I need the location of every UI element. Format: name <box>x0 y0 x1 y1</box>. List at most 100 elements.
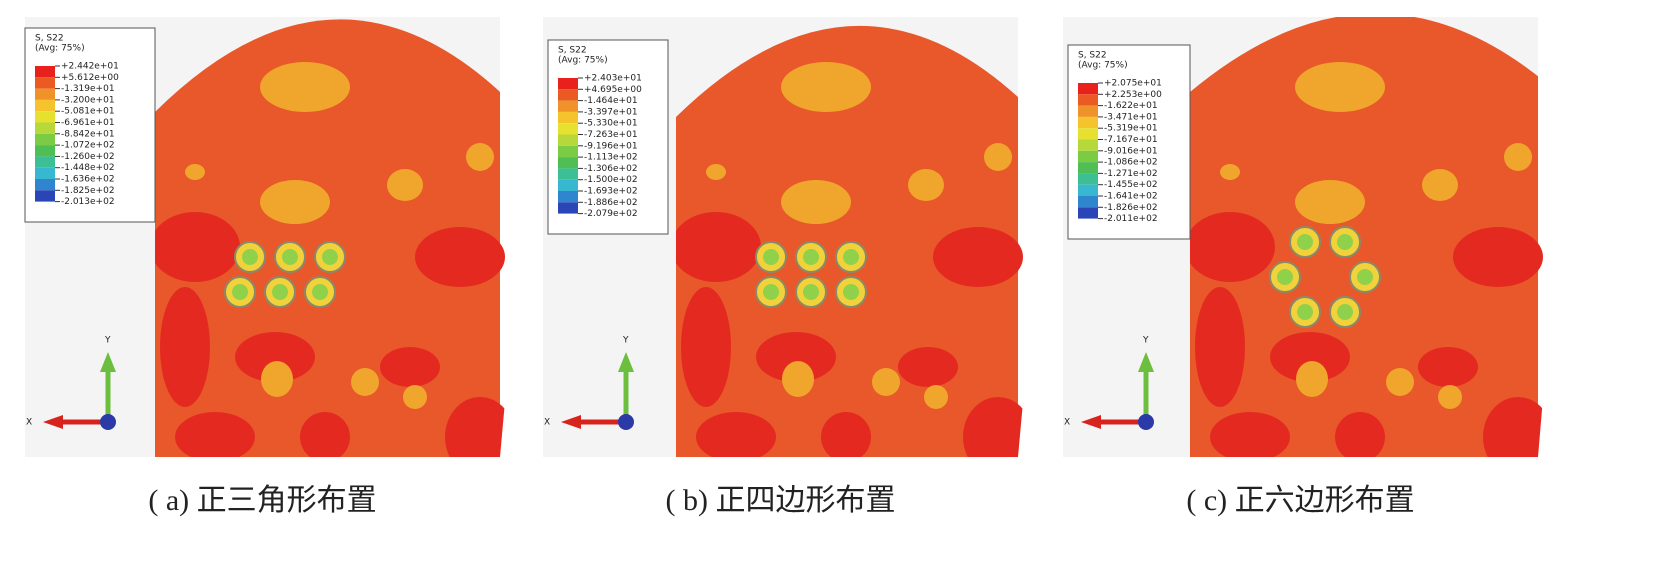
legend-label: -1.886e+02 <box>584 198 638 208</box>
contour-yellow <box>1296 361 1328 397</box>
contour-yellow <box>260 180 330 224</box>
legend-swatch <box>1078 128 1098 140</box>
legend-swatch <box>35 190 55 202</box>
contour-yellow <box>1438 385 1462 409</box>
legend-swatch <box>1078 105 1098 117</box>
contour-red <box>933 227 1023 287</box>
hole-core <box>232 284 248 300</box>
legend-label: -3.397e+01 <box>584 107 638 117</box>
legend-label: -1.622e+01 <box>1104 101 1158 111</box>
legend-swatch <box>558 168 578 180</box>
legend-swatch <box>35 167 55 179</box>
legend-label: +5.612e+00 <box>61 73 119 83</box>
legend-label: -9.016e+01 <box>1104 146 1158 156</box>
triad-x-head <box>43 415 63 429</box>
triad-y-head <box>1138 352 1154 372</box>
hole-core <box>843 249 859 265</box>
caption: ( c) 正六边形布置 <box>1186 484 1414 517</box>
contour-red <box>1335 412 1385 458</box>
triad-x-label: X <box>26 418 32 428</box>
contour-yellow <box>403 385 427 409</box>
legend-swatch <box>558 100 578 112</box>
legend-label: -1.260e+02 <box>61 152 115 162</box>
contour-red <box>821 412 871 457</box>
triad-x-head <box>1081 415 1101 429</box>
triad-y-label: Y <box>104 336 111 346</box>
legend-swatch <box>35 99 55 112</box>
legend-label: +4.695e+00 <box>584 85 642 95</box>
legend-label: -1.636e+02 <box>61 175 115 185</box>
contour-yellow <box>261 361 293 397</box>
contour-yellow <box>1220 164 1240 180</box>
contour-yellow <box>924 385 948 409</box>
legend-swatch <box>35 77 55 89</box>
legend-swatch <box>1078 207 1098 219</box>
triad-y-label: Y <box>622 336 629 346</box>
contour-yellow <box>1422 169 1458 201</box>
legend-swatch <box>1078 116 1098 129</box>
triad-x-label: X <box>1064 418 1070 428</box>
legend-swatch <box>558 157 578 169</box>
contour-red <box>1195 287 1245 407</box>
legend-swatch <box>558 78 578 90</box>
legend-swatch <box>558 89 578 101</box>
legend-swatch <box>558 191 578 203</box>
contour-yellow <box>1504 143 1532 171</box>
hole-core <box>1277 269 1293 285</box>
triad-origin <box>100 414 116 430</box>
legend-label: -1.464e+01 <box>584 96 638 106</box>
legend-swatch <box>1078 150 1098 163</box>
domain <box>676 25 1033 457</box>
caption: ( a) 正三角形布置 <box>148 484 376 517</box>
legend-label: -1.693e+02 <box>584 187 638 197</box>
contour-red <box>1483 397 1553 458</box>
legend-label: -3.200e+01 <box>61 95 115 105</box>
legend-label: -7.263e+01 <box>584 130 638 140</box>
legend-label: -1.113e+02 <box>584 153 638 163</box>
contour-yellow <box>781 180 851 224</box>
legend-swatch <box>35 88 55 100</box>
contour-red <box>676 212 761 282</box>
legend-title: S, S22 <box>558 46 587 56</box>
contour-yellow <box>351 368 379 396</box>
legend-label: -1.826e+02 <box>1104 203 1158 213</box>
triad-y-head <box>100 352 116 372</box>
contour-red <box>1453 227 1543 287</box>
domain <box>155 19 515 457</box>
legend-label: +2.403e+01 <box>584 74 642 84</box>
legend-swatch <box>1078 184 1098 196</box>
legend-label: -1.072e+02 <box>61 141 115 151</box>
legend-swatch <box>558 179 578 191</box>
contour-red <box>445 397 515 457</box>
hole-core <box>1337 304 1353 320</box>
legend-swatch <box>558 134 578 146</box>
hole-core <box>272 284 288 300</box>
hole-core <box>242 249 258 265</box>
hole-core <box>312 284 328 300</box>
legend-label: -2.013e+02 <box>61 197 115 207</box>
legend-title: (Avg: 75%) <box>35 44 85 54</box>
contour-red <box>963 397 1033 457</box>
legend-label: -1.825e+02 <box>61 186 115 196</box>
legend-label: -1.271e+02 <box>1104 169 1158 179</box>
contour-yellow <box>1386 368 1414 396</box>
contour-red <box>1270 332 1350 382</box>
legend-swatch <box>35 156 55 168</box>
legend-swatch <box>35 122 55 134</box>
legend-swatch <box>1078 173 1098 185</box>
legend-swatch <box>1078 139 1098 151</box>
hole-core <box>1297 304 1313 320</box>
contour-yellow <box>908 169 944 201</box>
legend-label: -2.079e+02 <box>584 209 638 219</box>
contour-yellow <box>872 368 900 396</box>
panel: S, S22(Avg: 75%) +2.442e+01+5.612e+00-1.3… <box>24 17 515 457</box>
legend-label: -8.842e+01 <box>61 129 115 139</box>
contour-red <box>175 412 255 457</box>
hole-core <box>803 284 819 300</box>
legend-label: -5.081e+01 <box>61 107 115 117</box>
legend-label: +2.253e+00 <box>1104 90 1162 100</box>
legend-label: -1.306e+02 <box>584 164 638 174</box>
contour-yellow <box>1295 62 1385 112</box>
contour-yellow <box>185 164 205 180</box>
